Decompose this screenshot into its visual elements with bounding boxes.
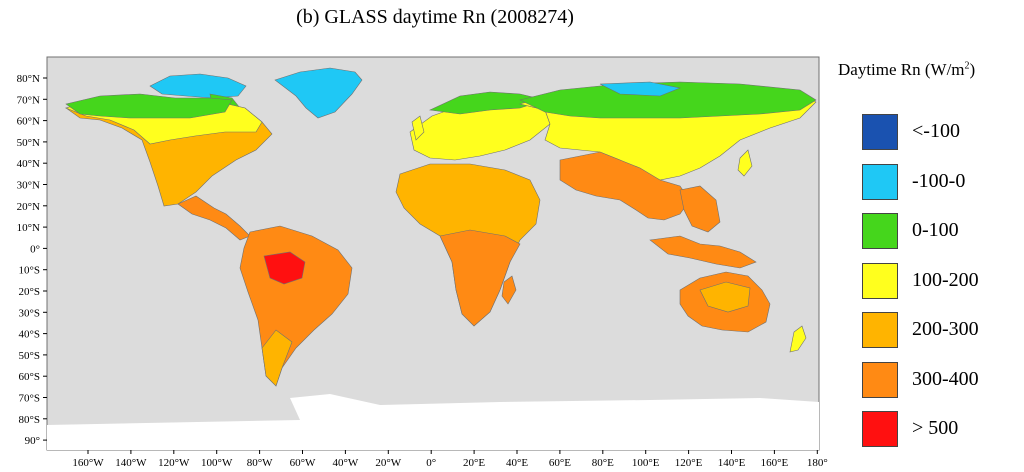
lat-tick-label: 20°N — [17, 201, 40, 213]
se-asia-region — [679, 185, 721, 233]
lat-tick-label: 30°S — [18, 307, 40, 319]
legend-title: Daytime Rn (W/m2) — [838, 60, 976, 79]
japan-region — [737, 149, 753, 177]
lat-tick-label: 50°N — [17, 137, 40, 149]
indonesia-region — [649, 235, 757, 269]
north-america-boreal — [65, 93, 233, 119]
south-asia-region — [559, 151, 691, 221]
land-layer — [47, 67, 819, 450]
lon-tick-label: 100°E — [632, 457, 660, 469]
lat-tick-label: 10°N — [17, 222, 40, 234]
lon-tick-label: 120°W — [158, 457, 190, 469]
legend-swatch — [862, 114, 898, 150]
legend-swatch — [862, 361, 898, 398]
lon-tick-label: 20°W — [375, 457, 401, 469]
lon-tick-label: 60°W — [290, 457, 316, 469]
legend-label: 0-100 — [912, 219, 959, 241]
antarctica-region — [47, 394, 819, 450]
legend-swatch — [862, 213, 898, 249]
lat-tick-label: 70°N — [17, 94, 40, 106]
lat-tick-label: 20°S — [18, 286, 40, 298]
lat-tick-label: 40°N — [17, 158, 40, 170]
africa-south-region — [439, 229, 521, 327]
lon-tick-label: 140°E — [718, 457, 746, 469]
lon-tick-label: 160°E — [761, 457, 789, 469]
lat-tick-label: 90° — [25, 435, 40, 447]
lon-tick-label: 160°W — [72, 457, 104, 469]
australia-interior-region — [699, 281, 751, 313]
legend-label: -100-0 — [912, 169, 966, 192]
siberia-cold-region — [599, 81, 682, 97]
greenland-region — [274, 67, 363, 119]
legend-swatch — [862, 163, 898, 200]
patagonia-region — [261, 329, 293, 387]
lon-tick-label: 40°E — [506, 457, 528, 469]
legend-label: 200-300 — [912, 318, 979, 340]
lat-tick-label: 70°S — [18, 393, 40, 405]
legend-label: > 500 — [912, 417, 959, 439]
new-zealand-region — [789, 325, 807, 353]
lon-tick-label: 80°W — [247, 457, 273, 469]
lat-tick-label: 80°N — [17, 73, 40, 85]
lon-tick-label: 20°E — [463, 457, 485, 469]
legend-label: <-100 — [912, 120, 960, 142]
arctic-islands-region — [149, 73, 247, 99]
lat-tick-label: 40°S — [18, 329, 40, 341]
lon-tick-label: 100°W — [201, 457, 233, 469]
lat-tick-label: 80°S — [18, 414, 40, 426]
chart-title: (b) GLASS daytime Rn (2008274) — [296, 6, 574, 28]
legend-label: 300-400 — [912, 367, 979, 390]
lon-tick-label: 0° — [426, 457, 436, 469]
lon-tick-label: 180° — [807, 457, 828, 469]
amazon-hot-region — [263, 251, 306, 285]
lon-tick-label: 120°E — [675, 457, 703, 469]
lat-tick-label: 50°S — [18, 350, 40, 362]
lat-tick-label: 60°N — [17, 116, 40, 128]
madagascar-region — [501, 275, 517, 305]
legend-swatch — [862, 411, 898, 447]
lat-tick-label: 0° — [30, 243, 40, 255]
legend-swatch — [862, 262, 898, 299]
legend-swatch — [862, 312, 898, 348]
legend-label: 100-200 — [912, 268, 979, 291]
lat-tick-label: 10°S — [18, 265, 40, 277]
lat-tick-label: 30°N — [17, 180, 40, 192]
lon-tick-label: 80°E — [592, 457, 614, 469]
lat-tick-label: 60°S — [18, 371, 40, 383]
uk-region — [411, 115, 425, 141]
lon-tick-label: 140°W — [115, 457, 147, 469]
axis-ticks: 80°N 70°N 60°N 50°N 40°N 30°N 20°N 10°N 0° 10°S 20… — [17, 73, 828, 469]
lon-tick-label: 60°E — [549, 457, 571, 469]
lon-tick-label: 40°W — [333, 457, 359, 469]
